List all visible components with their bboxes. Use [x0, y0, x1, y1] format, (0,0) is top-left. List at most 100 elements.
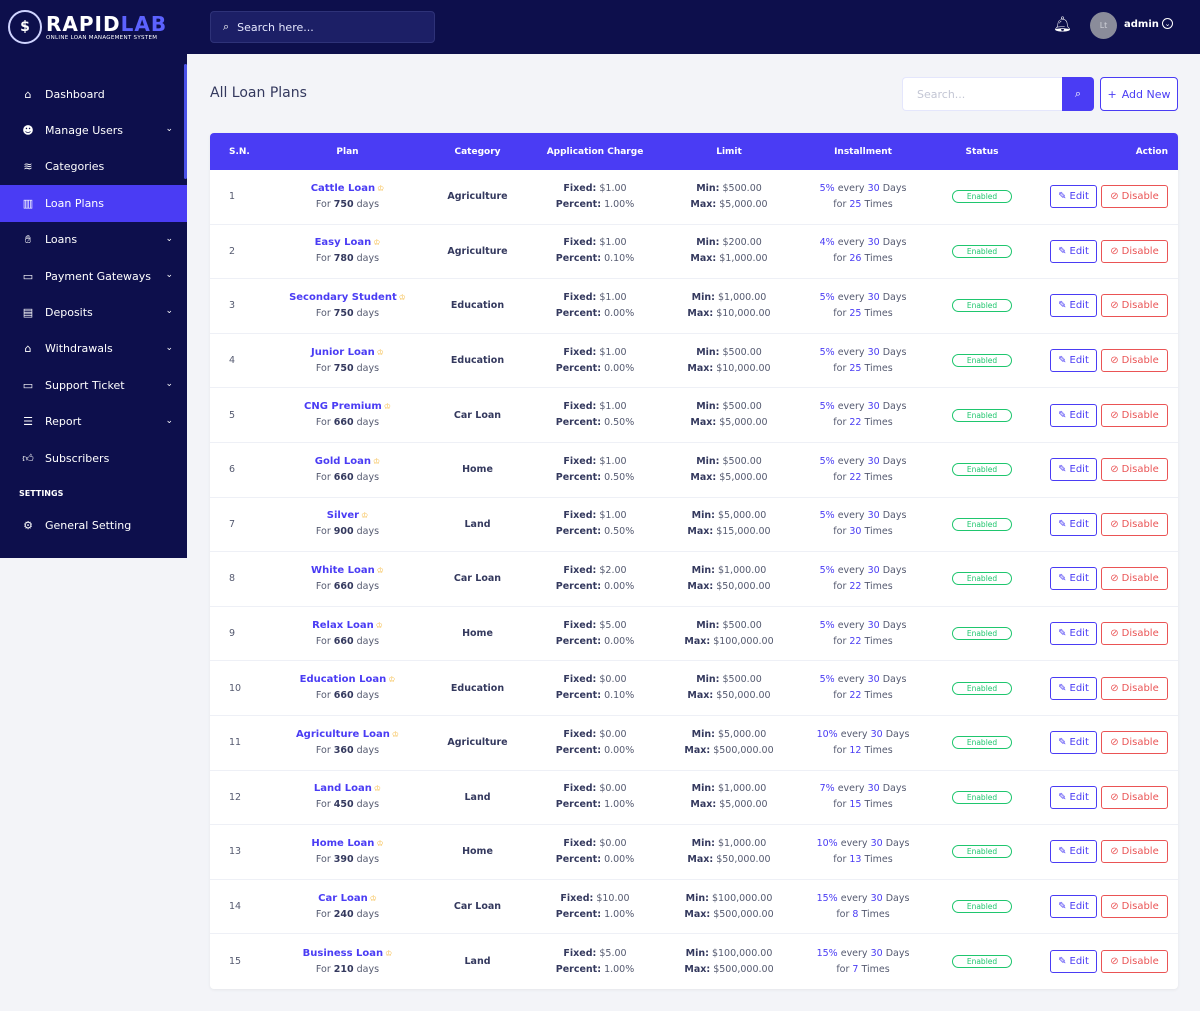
plan-name-link[interactable]: Home Loan	[311, 837, 375, 849]
chevron-down-icon[interactable]: ⌄	[1162, 18, 1173, 29]
every-label: every	[837, 619, 865, 631]
sidebar-item-deposits[interactable]: ▤ Deposits ⌄	[0, 294, 187, 330]
min-label: Min:	[696, 674, 720, 686]
search-button[interactable]: ⌕	[1062, 77, 1094, 111]
edit-button[interactable]: ✎ Edit	[1050, 622, 1097, 646]
plan-name-link[interactable]: Car Loan	[318, 892, 368, 904]
edit-button[interactable]: ✎ Edit	[1050, 950, 1097, 974]
sidebar-item-support-ticket[interactable]: ▭ Support Ticket ⌄	[0, 367, 187, 403]
sidebar-item-dashboard[interactable]: ⌂ Dashboard	[0, 76, 187, 112]
add-new-label: Add New	[1121, 87, 1171, 101]
plan-search-input[interactable]	[902, 77, 1062, 111]
plan-name-link[interactable]: Junior Loan	[311, 346, 375, 358]
disable-label: Disable	[1121, 682, 1159, 694]
sidebar-item-label: Withdrawals	[45, 342, 113, 356]
sidebar-item-label: Loans	[45, 233, 78, 247]
disable-button[interactable]: ⊘ Disable	[1101, 622, 1168, 646]
edit-button[interactable]: ✎ Edit	[1050, 785, 1097, 809]
sidebar-item-report[interactable]: ☰ Report ⌄	[0, 404, 187, 440]
max-label: Max:	[687, 580, 714, 592]
disable-button[interactable]: ⊘ Disable	[1101, 895, 1168, 919]
plan-name-link[interactable]: CNG Premium	[304, 401, 382, 413]
days-label: Days	[882, 346, 907, 358]
column-header-plan: Plan	[336, 146, 359, 157]
edit-button[interactable]: ✎ Edit	[1050, 458, 1097, 482]
cell-status: Enabled	[928, 572, 1036, 586]
plan-name-link[interactable]: Secondary Student	[289, 291, 397, 303]
disable-button[interactable]: ⊘ Disable	[1101, 676, 1168, 700]
sidebar-item-subscribers[interactable]: 👍︎ Subscribers	[0, 440, 187, 476]
installment-times: 12	[849, 744, 862, 756]
min-label: Min:	[696, 619, 720, 631]
disable-button[interactable]: ⊘ Disable	[1101, 403, 1168, 427]
cell-category: Land	[464, 518, 491, 530]
award-icon: ♔	[377, 183, 385, 193]
avatar[interactable]: Lt	[1090, 12, 1117, 39]
user-name[interactable]: admin	[1124, 19, 1159, 30]
disable-button[interactable]: ⊘ Disable	[1101, 840, 1168, 864]
edit-label: Edit	[1069, 518, 1089, 530]
edit-button[interactable]: ✎ Edit	[1050, 676, 1097, 700]
percent-label: Percent:	[555, 744, 602, 756]
edit-button[interactable]: ✎ Edit	[1050, 895, 1097, 919]
disable-button[interactable]: ⊘ Disable	[1101, 239, 1168, 263]
edit-button[interactable]: ✎ Edit	[1050, 239, 1097, 263]
edit-button[interactable]: ✎ Edit	[1050, 567, 1097, 591]
global-search[interactable]: ⌕	[210, 11, 435, 43]
plan-name-link[interactable]: Land Loan	[313, 783, 372, 795]
sidebar-item-general-setting[interactable]: ⚙ General Setting	[0, 507, 187, 543]
disable-button[interactable]: ⊘ Disable	[1101, 785, 1168, 809]
edit-button[interactable]: ✎ Edit	[1050, 840, 1097, 864]
disable-button[interactable]: ⊘ Disable	[1101, 731, 1168, 755]
award-icon: ♔	[391, 729, 400, 739]
plan-name-link[interactable]: Business Loan	[302, 947, 384, 959]
global-search-input[interactable]	[237, 20, 418, 34]
percent-charge: 0.00%	[604, 307, 635, 319]
sidebar-item-manage-users[interactable]: ☻ Manage Users ⌄	[0, 112, 187, 148]
disable-button[interactable]: ⊘ Disable	[1101, 512, 1168, 536]
sidebar-item-loan-plans[interactable]: ▥ Loan Plans	[0, 185, 187, 222]
logo[interactable]: $ RAPIDLAB ONLINE LOAN MANAGEMENT SYSTEM	[0, 0, 187, 54]
disable-button[interactable]: ⊘ Disable	[1101, 950, 1168, 974]
disable-button[interactable]: ⊘ Disable	[1101, 294, 1168, 318]
add-new-button[interactable]: + Add New	[1100, 77, 1178, 111]
edit-button[interactable]: ✎ Edit	[1050, 731, 1097, 755]
fixed-charge: $1.00	[599, 401, 627, 413]
sidebar-item-payment-gateways[interactable]: ▭ Payment Gateways ⌄	[0, 258, 187, 294]
plan-name-link[interactable]: White Loan	[311, 564, 375, 576]
sidebar-item-categories[interactable]: ≋ Categories	[0, 149, 187, 185]
days-label: Days	[882, 455, 907, 467]
status-badge: Enabled	[952, 845, 1012, 859]
chevron-down-icon: ⌄	[165, 269, 173, 280]
edit-button[interactable]: ✎ Edit	[1050, 349, 1097, 373]
cell-sn: 14	[229, 901, 242, 913]
plan-name-link[interactable]: Easy Loan	[314, 237, 372, 249]
bell-icon[interactable]: 🔔︎	[1053, 15, 1073, 33]
disable-button[interactable]: ⊘ Disable	[1101, 458, 1168, 482]
fixed-charge: $5.00	[599, 947, 627, 959]
edit-button[interactable]: ✎ Edit	[1050, 512, 1097, 536]
plan-name-link[interactable]: Agriculture Loan	[295, 728, 390, 740]
edit-label: Edit	[1069, 628, 1089, 640]
plan-name-link[interactable]: Relax Loan	[312, 619, 374, 631]
sidebar-scrollbar[interactable]	[184, 64, 187, 179]
disable-button[interactable]: ⊘ Disable	[1101, 567, 1168, 591]
award-icon: ♔	[388, 675, 396, 685]
times-label: Times	[864, 744, 893, 756]
min-limit: $500.00	[722, 674, 762, 686]
edit-button[interactable]: ✎ Edit	[1050, 403, 1097, 427]
cell-sn: 6	[229, 464, 236, 476]
plan-name-link[interactable]: Cattle Loan	[310, 182, 376, 194]
plan-name-link[interactable]: Education Loan	[299, 674, 387, 686]
plan-name-link[interactable]: Gold Loan	[314, 455, 372, 467]
disable-button[interactable]: ⊘ Disable	[1101, 185, 1168, 209]
sidebar-item-loans[interactable]: ✋︎ Loans ⌄	[0, 222, 187, 258]
max-limit: $5,000.00	[719, 198, 768, 210]
plan-name-link[interactable]: Silver	[326, 510, 360, 522]
edit-button[interactable]: ✎ Edit	[1050, 185, 1097, 209]
sidebar-item-withdrawals[interactable]: ⌂ Withdrawals ⌄	[0, 331, 187, 367]
every-label: every	[837, 291, 865, 303]
disable-button[interactable]: ⊘ Disable	[1101, 349, 1168, 373]
sidebar-menu: ⌂ Dashboard ☻ Manage Users ⌄ ≋ Categories ▥ Loan…	[0, 76, 187, 544]
edit-button[interactable]: ✎ Edit	[1050, 294, 1097, 318]
